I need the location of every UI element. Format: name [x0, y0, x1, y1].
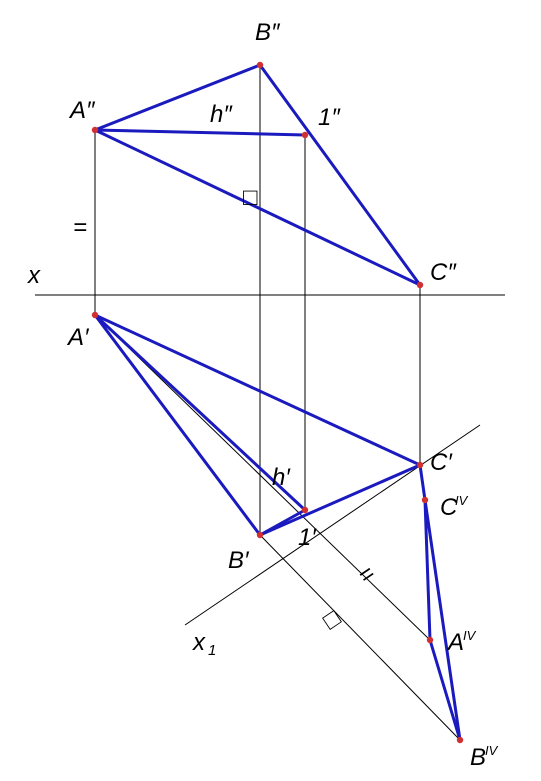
point-b4 — [457, 737, 463, 743]
label-12: 1″ — [318, 104, 341, 131]
label-h2: h″ — [210, 101, 233, 128]
label-b4-sup: IV — [485, 743, 499, 758]
label-11: 1′ — [298, 524, 317, 551]
label-a1: A′ — [66, 324, 90, 351]
label-x: x — [27, 262, 41, 289]
point-12 — [302, 132, 308, 138]
point-b2 — [257, 62, 263, 68]
label-c4-sup: IV — [455, 493, 469, 508]
label-x1-sub: 1 — [208, 642, 216, 659]
label-h1: h′ — [272, 464, 291, 491]
label-c2: C″ — [430, 259, 457, 286]
thick-edges — [95, 65, 460, 740]
label-a2: A″ — [68, 97, 96, 124]
point-a4 — [427, 637, 433, 643]
label-eq-top: = — [73, 214, 87, 241]
label-sq-bot: □ — [318, 604, 346, 635]
point-11 — [302, 507, 308, 513]
diagram-canvas: A″ B″ C″ 1″ h″ □ = x A′ B′ C′ 1′ h′ x 1 … — [0, 0, 541, 781]
point-c4 — [422, 497, 428, 503]
point-a1 — [92, 312, 98, 318]
point-a2 — [92, 127, 98, 133]
label-x1: x — [192, 629, 206, 656]
points-group — [92, 62, 463, 743]
label-eq-bot: = — [353, 560, 380, 590]
label-a4-sup: IV — [463, 628, 477, 643]
point-b1 — [257, 532, 263, 538]
perp-a — [95, 315, 430, 640]
label-c1: C′ — [430, 449, 453, 476]
label-b2: B″ — [255, 19, 281, 46]
label-a4: A — [446, 629, 464, 656]
point-c1 — [417, 462, 423, 468]
label-sq-top: □ — [243, 184, 258, 211]
point-c2 — [417, 282, 423, 288]
label-b1: B′ — [228, 547, 250, 574]
label-b4: B — [470, 744, 486, 771]
